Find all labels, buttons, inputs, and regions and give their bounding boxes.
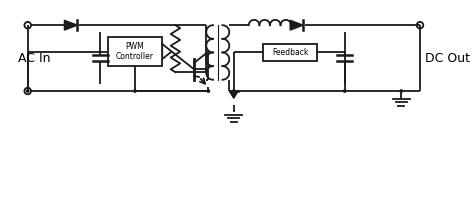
Circle shape	[232, 89, 236, 93]
Bar	[263, 44, 318, 61]
Text: DC Out: DC Out	[425, 52, 470, 65]
Circle shape	[133, 89, 137, 93]
Circle shape	[399, 89, 403, 93]
Polygon shape	[64, 20, 77, 30]
Text: Feedback: Feedback	[272, 48, 309, 57]
Polygon shape	[162, 44, 172, 59]
Circle shape	[343, 89, 346, 93]
Bar	[108, 37, 162, 66]
Polygon shape	[290, 20, 303, 30]
Circle shape	[207, 89, 210, 93]
Text: PWM
Controller: PWM Controller	[116, 42, 154, 61]
Polygon shape	[230, 91, 237, 98]
Text: AC In: AC In	[18, 52, 51, 65]
Circle shape	[26, 89, 29, 93]
